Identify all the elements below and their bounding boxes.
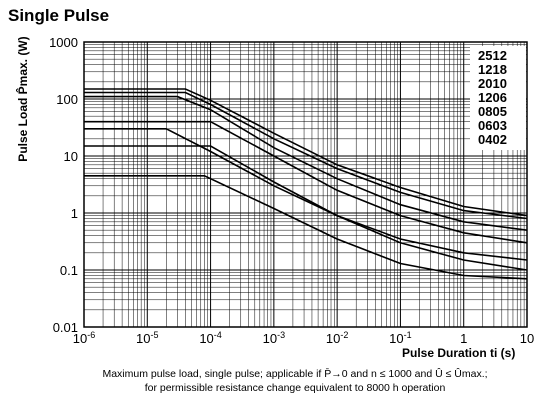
legend-label-1206: 1206: [478, 90, 507, 105]
series-line-0805: [84, 128, 528, 261]
series-line-0402: [84, 175, 528, 280]
y-tick-label: 1000: [49, 35, 78, 50]
series-line-0603: [84, 145, 528, 271]
chart-title: Single Pulse: [8, 6, 110, 25]
x-tick-label: 10-2: [326, 330, 348, 346]
x-tick-label: 10: [520, 331, 534, 346]
y-tick-label: 100: [56, 92, 78, 107]
legend-label-0603: 0603: [478, 118, 507, 133]
series-line-2512: [84, 88, 528, 217]
y-tick-label: 1: [71, 206, 78, 221]
y-tick-label: 10: [64, 149, 78, 164]
legend-background: [470, 46, 526, 150]
legend-label-0402: 0402: [478, 132, 507, 147]
x-tick-label: 10-5: [136, 330, 158, 346]
x-axis-label: Pulse Duration ti (s): [402, 346, 516, 360]
x-tick-label: 10-6: [73, 330, 95, 346]
legend-label-1218: 1218: [478, 62, 507, 77]
x-tick-label: 10-4: [199, 330, 221, 346]
y-tick-label: 0.1: [60, 263, 78, 278]
y-tick-label: 0.01: [53, 320, 78, 335]
legend-label-2512: 2512: [478, 48, 507, 63]
x-tick-label: 10-1: [389, 330, 411, 346]
legend-label-0805: 0805: [478, 104, 507, 119]
series-line-1206: [84, 120, 528, 244]
plot-frame: [83, 41, 528, 328]
legend-label-2010: 2010: [478, 76, 507, 91]
x-tick-label: 1: [460, 331, 467, 346]
series-line-2010: [84, 95, 528, 231]
series-line-1218: [84, 91, 528, 220]
x-tick-label: 10-3: [263, 330, 285, 346]
caption-line-2: for permissible resistance change equiva…: [144, 382, 446, 394]
caption-line-1: Maximum pulse load, single pulse; applic…: [102, 368, 488, 380]
